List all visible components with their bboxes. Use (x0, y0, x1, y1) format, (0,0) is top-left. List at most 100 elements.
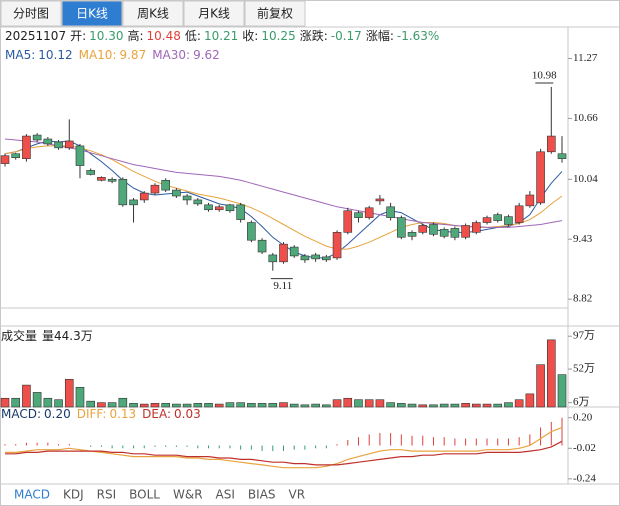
legend-name: MA30: (152, 48, 190, 62)
volume-bar (418, 404, 428, 408)
candle-body (461, 225, 470, 238)
legend-name: MACD: (1, 407, 41, 421)
candle-body (75, 145, 85, 166)
indicator-tab[interactable]: ASI (216, 488, 235, 502)
volume-bar (375, 399, 385, 408)
candle-body (300, 255, 310, 261)
volume-bar (525, 393, 535, 408)
indicator-tab[interactable]: W&R (173, 488, 203, 502)
info-label: 低: (185, 29, 201, 43)
candle-body (343, 210, 353, 233)
volume-bar (557, 374, 567, 408)
legend-value: 10.12 (38, 48, 72, 62)
indicator-tab[interactable]: KDJ (63, 488, 84, 502)
indicator-tab[interactable]: BIAS (248, 488, 276, 502)
volume-bar (22, 384, 31, 408)
macd-line (5, 426, 563, 469)
candle-body (289, 246, 299, 257)
volume-bar (439, 403, 449, 408)
candle-body (22, 135, 31, 159)
volume-bar (54, 399, 63, 408)
tab-label[interactable]: 分时图 (13, 7, 49, 21)
tab-label[interactable]: 前复权 (257, 6, 293, 21)
volume-bar (118, 397, 128, 408)
info-value: -0.17 (331, 29, 362, 43)
volume-bar (268, 403, 278, 408)
info-label: 开: (70, 29, 86, 43)
candle-body (32, 134, 42, 141)
candle-body (504, 216, 513, 225)
volume-bar (386, 402, 395, 408)
candle-body (118, 178, 128, 206)
volume-title: 成交量 量44.3万 (1, 328, 93, 343)
indicator-tab[interactable]: MACD (14, 488, 50, 502)
volume-bar (86, 400, 95, 408)
annotation: 10.98 (532, 69, 557, 81)
volume-bar (64, 378, 74, 408)
info-label: 涨幅: (366, 28, 394, 43)
info-label: 高: (127, 28, 143, 43)
info-label: 收: (242, 29, 258, 43)
y-tick-label: 10.04 (573, 173, 598, 185)
candle-body (514, 205, 524, 223)
macd-line (5, 440, 563, 466)
volume-bar (193, 403, 203, 408)
y-tick-label: -0.24 (573, 472, 596, 484)
legend-name: MA5: (5, 48, 35, 62)
info-value: 10.25 (261, 29, 295, 43)
candle-body (193, 199, 203, 205)
candle-body (407, 232, 417, 237)
tab-label[interactable]: 周K线 (137, 7, 169, 21)
legend-value: 9.62 (193, 48, 220, 62)
volume-bar (182, 403, 192, 408)
volume-current: 量44.3万 (42, 329, 93, 343)
volume-bar (461, 403, 470, 408)
volume-bar (311, 403, 320, 408)
candle-body (172, 189, 181, 197)
volume-bar (139, 403, 149, 408)
candle-body (322, 256, 331, 261)
info-value: -1.63% (397, 29, 439, 43)
volume-bar (257, 403, 267, 408)
tab[interactable] (61, 0, 123, 27)
legend-value: 0.20 (44, 407, 71, 421)
candle-body (493, 214, 503, 221)
candle-body (86, 170, 95, 175)
info-line: 20251107 开: 10.30 高: 10.48 低: 10.21 收: 10.25 涨跌: -… (5, 28, 439, 43)
indicator-tab[interactable]: RSI (97, 488, 117, 502)
candle-body (161, 179, 170, 191)
candle-body (546, 135, 556, 153)
tab-label[interactable]: 月K线 (198, 7, 230, 21)
volume-bar (214, 403, 224, 408)
volume-bar (504, 402, 513, 408)
legend-value: 0.03 (174, 407, 201, 421)
info-label: 涨跌: (300, 28, 328, 43)
volume-bar (172, 403, 181, 408)
tab[interactable] (122, 0, 184, 27)
candle-body (150, 184, 160, 194)
candle-body (182, 195, 192, 201)
candle-body (397, 217, 406, 238)
tab[interactable] (244, 0, 306, 27)
candle-body (418, 225, 428, 233)
indicator-tab[interactable]: BOLL (129, 488, 160, 502)
volume-bar (107, 402, 117, 408)
volume-bar (364, 399, 374, 408)
candle-body (11, 153, 21, 158)
tab[interactable] (183, 0, 245, 27)
legend-value: 9.87 (119, 48, 146, 62)
candle-body (54, 141, 63, 149)
candle-body (0, 155, 10, 164)
candle-body (375, 198, 385, 202)
indicator-tab[interactable]: VR (289, 488, 306, 502)
volume-bar (43, 397, 53, 408)
candle-body (557, 153, 567, 159)
tab[interactable] (0, 0, 62, 27)
candle-body (43, 138, 53, 145)
volume-bar (429, 404, 438, 408)
volume-bar (97, 402, 106, 408)
legend-name: DEA: (142, 407, 171, 421)
volume-bar (204, 403, 213, 408)
y-tick-label: 10.66 (573, 112, 598, 124)
tab-label[interactable]: 日K线 (76, 7, 108, 21)
